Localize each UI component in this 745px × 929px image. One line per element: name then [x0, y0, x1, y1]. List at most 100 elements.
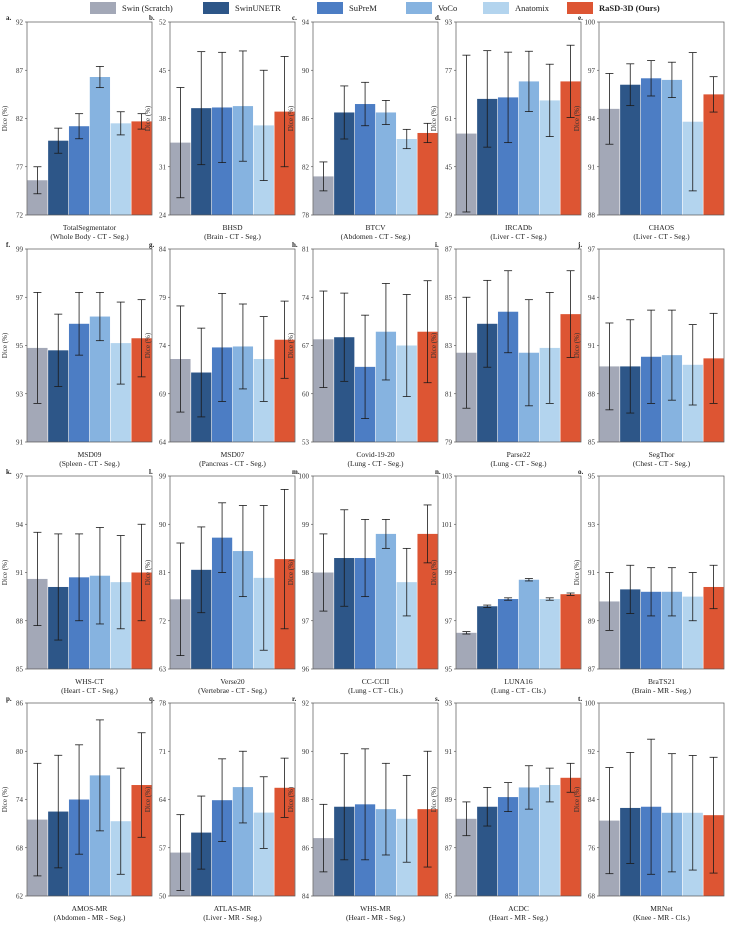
- y-tick-label: 99: [302, 521, 310, 529]
- y-tick-label: 68: [16, 844, 24, 852]
- y-tick-label: 64: [159, 439, 167, 447]
- y-tick-label: 97: [302, 617, 310, 625]
- x-axis-label: (Lung - CT - Cls.): [491, 686, 546, 695]
- plot-frame: [169, 702, 296, 897]
- bar: [131, 785, 152, 896]
- bar: [456, 632, 477, 669]
- bar: [599, 108, 620, 215]
- chart-panel: j. 85 88 91 94 97 Dice (%) SegThor(Chest - CT -…: [573, 241, 725, 468]
- y-axis-label: Dice (%): [1, 105, 9, 131]
- legend-label: SwinUNETR: [235, 3, 281, 13]
- y-tick-label: 84: [302, 893, 310, 901]
- y-tick-label: 79: [159, 294, 167, 302]
- bar: [620, 84, 641, 215]
- y-tick-label: 95: [588, 473, 596, 481]
- y-tick-label: 60: [302, 390, 310, 398]
- y-tick-label: 45: [445, 163, 453, 171]
- y-tick-label: 85: [445, 893, 453, 901]
- y-tick-label: 62: [16, 893, 24, 901]
- y-axis-label: Dice (%): [573, 105, 581, 131]
- y-axis-label: Dice (%): [573, 332, 581, 358]
- y-tick-label: 81: [445, 390, 453, 398]
- bar: [89, 775, 111, 896]
- bar: [232, 346, 254, 442]
- y-tick-label: 79: [445, 439, 453, 447]
- x-axis-label: (Heart - MR - Seg.): [346, 913, 405, 922]
- chart-panel: d. 29 45 61 77 93 Dice (%) IRCADb(Liver - CT - …: [430, 14, 582, 241]
- bar: [110, 343, 131, 442]
- chart-panel: s. 85 87 89 91 93 Dice (%) ACDC(Heart - MR - Se…: [430, 695, 582, 922]
- y-tick-label: 81: [302, 246, 310, 254]
- bar: [89, 316, 111, 442]
- panel-letter: b.: [149, 14, 155, 22]
- y-tick-label: 90: [159, 521, 167, 529]
- y-axis-label: Dice (%): [1, 559, 9, 585]
- x-axis-label: (Brain - MR - Seg.): [632, 686, 691, 695]
- x-axis-label: (Abdomen - MR - Seg.): [54, 913, 126, 922]
- plot-frame: [26, 702, 153, 897]
- plot-frame: [455, 248, 582, 443]
- bar: [417, 132, 438, 215]
- x-axis-label: (Brain - CT - Seg.): [204, 232, 261, 241]
- chart-panel: h. 53 60 67 74 81 Dice (%) Covid-19-20(Lung - C…: [287, 241, 439, 468]
- x-axis-label: BTCV: [365, 223, 386, 232]
- y-tick-label: 93: [445, 700, 453, 708]
- y-tick-label: 77: [445, 67, 453, 75]
- y-tick-label: 98: [302, 569, 310, 577]
- panel-letter: d.: [435, 14, 441, 22]
- y-axis-label: Dice (%): [287, 786, 295, 812]
- plot-frame: [598, 702, 725, 897]
- legend-label: VoCo: [438, 3, 458, 13]
- y-tick-label: 97: [16, 294, 24, 302]
- chart-panel: l. 63 72 81 90 99 Dice (%) Verse20(Vertebrae - …: [144, 468, 296, 695]
- bar: [334, 558, 355, 669]
- bar: [640, 591, 662, 669]
- bar: [313, 572, 334, 669]
- y-tick-label: 100: [585, 700, 596, 708]
- y-axis-label: Dice (%): [573, 559, 581, 585]
- y-tick-label: 94: [588, 294, 596, 302]
- bar: [620, 589, 641, 669]
- bar: [110, 123, 131, 215]
- y-tick-label: 57: [159, 844, 167, 852]
- plot-frame: [598, 248, 725, 443]
- plot-frame: [169, 248, 296, 443]
- y-tick-label: 76: [588, 844, 596, 852]
- x-axis-label: (Chest - CT - Seg.): [633, 459, 691, 468]
- panel-letter: t.: [578, 695, 582, 703]
- bar: [48, 140, 69, 215]
- chart-panel: q. 50 57 64 71 78 Dice (%) ATLAS-MR(Liver - MR …: [144, 695, 296, 922]
- panel-letter: m.: [292, 468, 300, 476]
- y-tick-label: 38: [159, 115, 167, 123]
- y-tick-label: 68: [588, 893, 596, 901]
- x-axis-label: (Liver - MR - Seg.): [203, 913, 262, 922]
- plot-frame: [312, 21, 439, 216]
- y-tick-label: 97: [588, 67, 596, 75]
- plot-frame: [169, 21, 296, 216]
- bar: [477, 323, 498, 442]
- chart-panel: o. 87 89 91 93 95 Dice (%) BraTS21(Brain - MR -…: [573, 468, 725, 695]
- y-tick-label: 77: [16, 163, 24, 171]
- y-axis-label: Dice (%): [287, 332, 295, 358]
- chart-panel: b. 24 31 38 45 52 Dice (%) BHSD(Brain - CT - Se…: [144, 14, 296, 241]
- x-axis-label: SegThor: [649, 450, 675, 459]
- y-tick-label: 101: [442, 521, 453, 529]
- y-tick-label: 31: [159, 163, 167, 171]
- y-tick-label: 103: [442, 473, 453, 481]
- x-axis-label: (Lung - CT - Seg.): [348, 459, 404, 468]
- bar: [518, 787, 540, 896]
- plot-frame: [26, 475, 153, 670]
- plot-frame: [598, 475, 725, 670]
- panel-letter: e.: [578, 14, 583, 22]
- y-axis-label: Dice (%): [144, 105, 152, 131]
- panel-letter: n.: [435, 468, 441, 476]
- bar: [703, 94, 724, 215]
- bar: [497, 797, 519, 896]
- legend-item: SuPreM: [317, 2, 377, 14]
- legend-swatch: [203, 2, 229, 14]
- panel-letter: c.: [292, 14, 297, 22]
- y-tick-label: 89: [445, 796, 453, 804]
- y-tick-label: 67: [302, 342, 310, 350]
- y-tick-label: 82: [302, 163, 310, 171]
- y-tick-label: 53: [302, 439, 310, 447]
